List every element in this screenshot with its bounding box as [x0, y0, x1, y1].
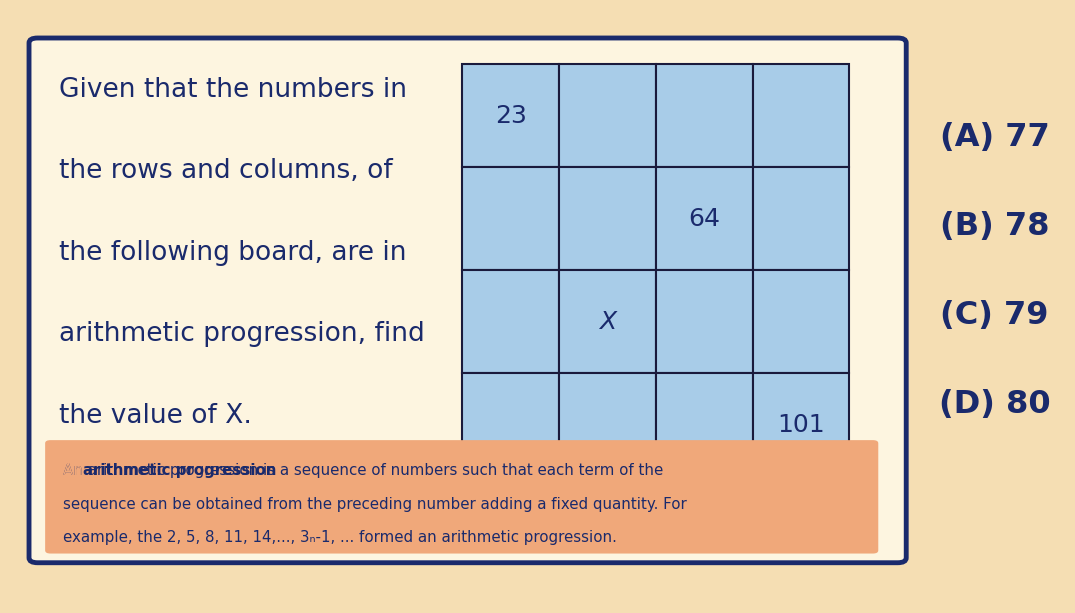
Bar: [559, 270, 656, 373]
Text: (A) 77: (A) 77: [940, 123, 1049, 153]
Bar: [656, 373, 752, 476]
Bar: [752, 167, 849, 270]
Text: (C) 79: (C) 79: [941, 300, 1048, 331]
Text: 101: 101: [777, 413, 825, 437]
Bar: [462, 64, 559, 167]
Bar: [752, 64, 849, 167]
Text: (B) 78: (B) 78: [940, 211, 1049, 242]
Bar: [559, 64, 656, 167]
Text: arithmetic progression, find: arithmetic progression, find: [59, 321, 425, 347]
Text: X: X: [599, 310, 616, 334]
Bar: [656, 270, 752, 373]
Text: (D) 80: (D) 80: [938, 389, 1050, 420]
Bar: [752, 373, 849, 476]
FancyBboxPatch shape: [45, 440, 878, 554]
Bar: [656, 64, 752, 167]
Bar: [559, 373, 656, 476]
Text: Given that the numbers in: Given that the numbers in: [59, 77, 407, 102]
Bar: [462, 167, 559, 270]
Text: An: An: [63, 463, 88, 478]
Bar: [462, 270, 559, 373]
FancyBboxPatch shape: [29, 38, 906, 563]
Text: An arithmetic progression is a sequence of numbers such that each term of the: An arithmetic progression is a sequence …: [63, 463, 663, 478]
Bar: [559, 167, 656, 270]
Bar: [752, 270, 849, 373]
Text: the value of X.: the value of X.: [59, 403, 252, 428]
Text: example, the 2, 5, 8, 11, 14,..., 3ₙ-1, ... formed an arithmetic progression.: example, the 2, 5, 8, 11, 14,..., 3ₙ-1, …: [63, 530, 617, 545]
Bar: [462, 373, 559, 476]
Text: sequence can be obtained from the preceding number adding a fixed quantity. For: sequence can be obtained from the preced…: [63, 497, 687, 511]
Bar: [656, 167, 752, 270]
Text: the following board, are in: the following board, are in: [59, 240, 406, 265]
Text: arithmetic progression: arithmetic progression: [83, 463, 276, 478]
Text: 23: 23: [494, 104, 527, 128]
Text: 64: 64: [688, 207, 720, 231]
Text: the rows and columns, of: the rows and columns, of: [59, 158, 392, 184]
